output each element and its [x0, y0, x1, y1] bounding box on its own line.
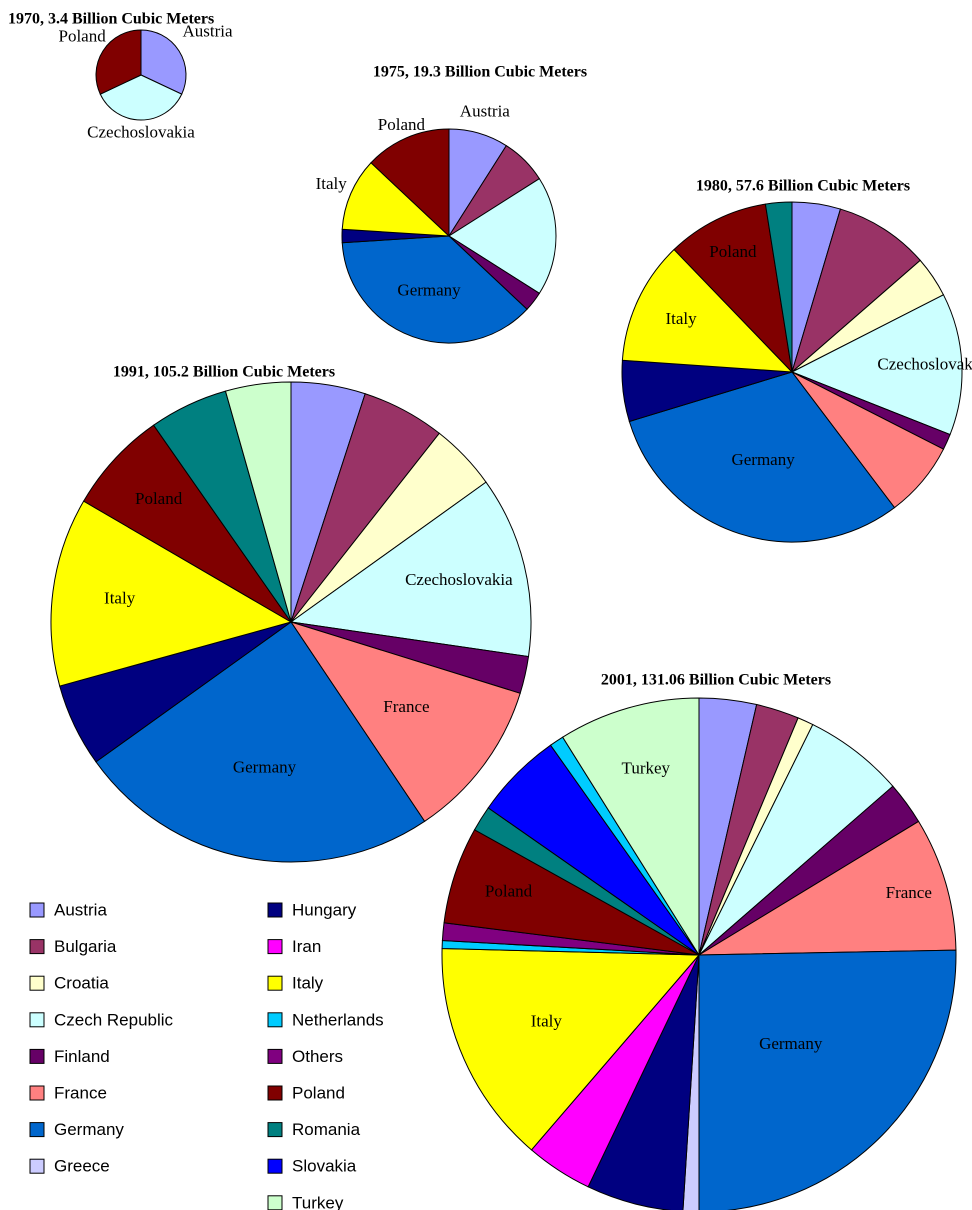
legend-label: Germany	[54, 1120, 124, 1139]
legend-swatch	[267, 975, 283, 991]
slice-label: Germany	[731, 450, 795, 469]
pie-slice	[790, 294, 963, 436]
legend-swatch	[29, 1122, 45, 1138]
pie-slice	[764, 201, 793, 373]
pie-slice	[448, 177, 557, 295]
slice-label: Germany	[233, 757, 297, 776]
legend-swatch	[267, 1195, 283, 1210]
slice-label: Turkey	[622, 759, 671, 778]
slice-label: Austria	[182, 22, 233, 41]
pie-slice	[82, 424, 292, 623]
legend-label: Finland	[54, 1047, 110, 1066]
slice-label: Germany	[759, 1034, 823, 1053]
pie-slice	[95, 29, 142, 95]
legend-label: Austria	[54, 900, 107, 919]
legend-swatch	[29, 1012, 45, 1028]
legend-swatch	[267, 1085, 283, 1101]
legend-swatch	[267, 902, 283, 918]
slice-label: Italy	[531, 1012, 563, 1031]
slice-label: Italy	[316, 174, 348, 193]
legend-label: Croatia	[54, 974, 109, 993]
slice-label: France	[886, 883, 932, 902]
legend-swatch	[267, 1012, 283, 1028]
legend-label: Greece	[54, 1157, 110, 1176]
legend-label: Italy	[292, 974, 324, 993]
chart-title: 1975, 19.3 Billion Cubic Meters	[373, 64, 587, 81]
slice-label: Czechoslovakia	[87, 122, 195, 141]
legend-swatch	[267, 939, 283, 955]
pie-slice	[673, 203, 793, 374]
pie-slice	[698, 949, 957, 1210]
legend-label: Poland	[292, 1083, 345, 1102]
legend-swatch	[267, 1158, 283, 1174]
legend-swatch	[267, 1122, 283, 1138]
legend-label: France	[54, 1083, 107, 1102]
pie-slice	[95, 621, 426, 863]
legend-swatch	[29, 939, 45, 955]
slice-label: Poland	[378, 115, 426, 134]
pie-slice	[140, 29, 187, 95]
pie-slice	[697, 820, 957, 956]
legend-label: Slovakia	[292, 1157, 357, 1176]
pie-slice	[441, 948, 701, 1151]
legend-swatch	[29, 1158, 45, 1174]
legend-label: Hungary	[292, 900, 357, 919]
legend-label: Iran	[292, 937, 321, 956]
legend-swatch	[29, 1085, 45, 1101]
pie-slice	[561, 697, 700, 957]
pie-slice	[341, 162, 451, 237]
chart-title: 1991, 105.2 Billion Cubic Meters	[113, 364, 335, 381]
pie-slice	[791, 208, 921, 374]
slice-label: Italy	[104, 589, 136, 608]
legend-swatch	[29, 902, 45, 918]
legend-swatch	[267, 1048, 283, 1064]
legend-swatch	[29, 1048, 45, 1064]
pie-slice	[50, 500, 293, 687]
pie-slice	[341, 235, 528, 344]
pie-slice	[289, 481, 532, 658]
pie-slice	[628, 371, 896, 543]
slice-label: Poland	[709, 242, 757, 261]
chart-title: 2001, 131.06 Billion Cubic Meters	[601, 672, 831, 689]
slice-label: Germany	[397, 280, 461, 299]
legend-label: Netherlands	[292, 1010, 384, 1029]
legend-label: Turkey	[292, 1193, 344, 1210]
slice-label: France	[383, 697, 429, 716]
chart-title: 1970, 3.4 Billion Cubic Meters	[8, 11, 214, 28]
pie-slice	[99, 74, 183, 121]
legend-label: Bulgaria	[54, 937, 117, 956]
legend-label: Romania	[292, 1120, 361, 1139]
chart-title: 1980, 57.6 Billion Cubic Meters	[696, 178, 910, 195]
pie-slice	[224, 381, 292, 623]
slice-label: Poland	[58, 27, 106, 46]
pie-slice	[289, 621, 521, 823]
slice-label: Austria	[460, 102, 511, 121]
pie-slice	[370, 128, 450, 238]
legend-label: Czech Republic	[54, 1010, 174, 1029]
slice-label: Czechoslovakia	[405, 570, 513, 589]
legend-label: Others	[292, 1047, 343, 1066]
slice-label: Poland	[135, 489, 183, 508]
slice-label: Italy	[666, 309, 698, 328]
slice-label: Poland	[485, 881, 533, 900]
pie-slice	[621, 248, 794, 373]
legend-swatch	[29, 975, 45, 991]
slice-label: Czechoslovakia	[877, 354, 972, 373]
